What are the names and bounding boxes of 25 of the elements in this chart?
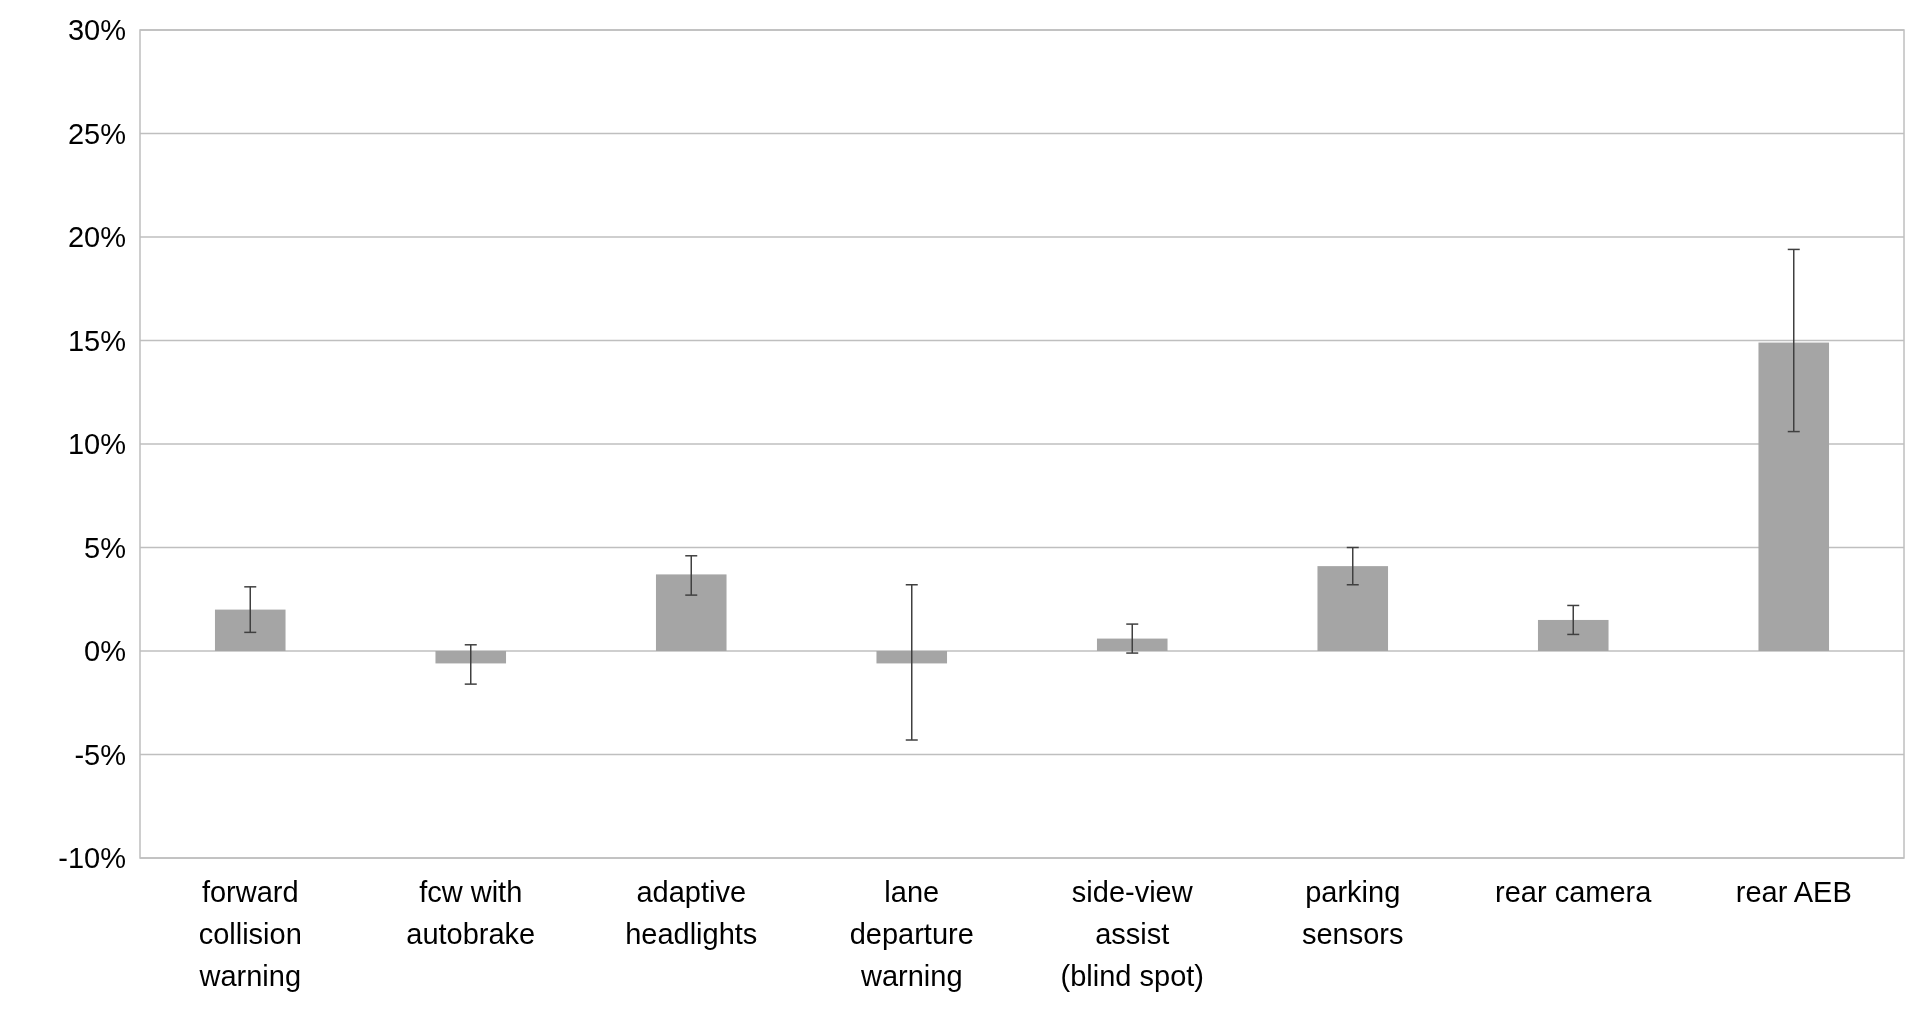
bar (655, 574, 727, 651)
bar (876, 651, 948, 664)
y-tick-label: 30% (67, 14, 126, 47)
x-tick-label: side-view assist (blind spot) (1060, 876, 1204, 992)
y-tick-label: 10% (67, 428, 126, 461)
y-tick-label: 15% (67, 324, 126, 357)
x-tick-label: rear camera (1495, 876, 1653, 908)
x-tick-label: lane departure warning (849, 876, 974, 992)
x-tick-label: parking sensors (1301, 876, 1404, 950)
y-tick-label: 25% (67, 117, 126, 150)
x-tick-label: rear AEB (1735, 876, 1852, 908)
y-tick-label: 20% (67, 221, 126, 254)
y-tick-label: -10% (58, 842, 126, 875)
bar (214, 609, 286, 651)
x-tick-label: fcw with autobrake (406, 876, 536, 950)
bar (1758, 342, 1830, 651)
y-tick-label: 0% (84, 635, 126, 668)
y-tick-label: -5% (74, 738, 126, 771)
bar (435, 651, 507, 664)
bar (1317, 566, 1389, 651)
bar (1537, 619, 1609, 651)
x-tick-label: forward collision warning (198, 876, 302, 992)
bar (1096, 638, 1168, 651)
y-tick-label: 5% (84, 531, 126, 564)
x-tick-label: adaptive headlights (625, 876, 758, 950)
